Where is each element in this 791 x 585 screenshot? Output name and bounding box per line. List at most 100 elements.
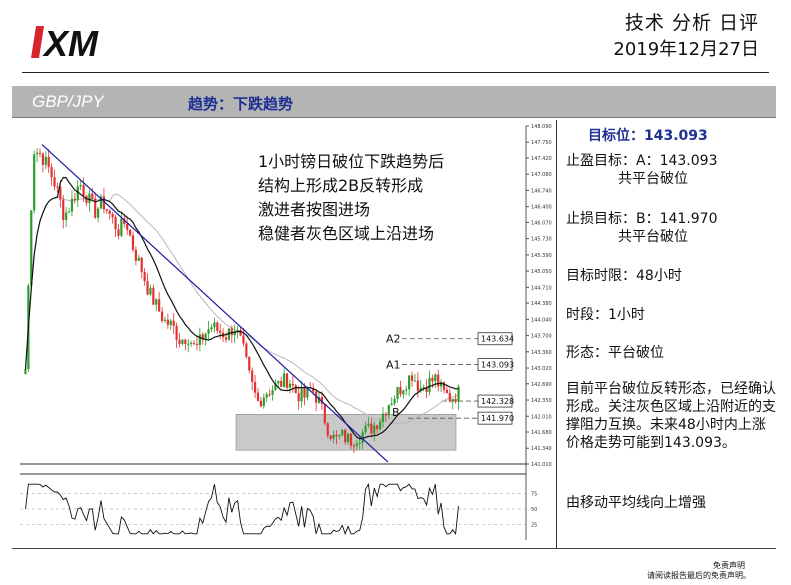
candle-body: [373, 425, 376, 434]
candle-body: [178, 339, 181, 344]
candle-body: [283, 373, 286, 387]
candle-body: [169, 320, 172, 325]
candle-body: [288, 383, 292, 388]
chart-annotation: 1小时镑日破位下跌趋势后 结构上形成2B反转形成 激进者按图进场 稳健者灰色区域…: [258, 150, 444, 246]
candle-body: [210, 327, 213, 330]
y-tick-label: 142.350: [531, 398, 552, 404]
level-tag: A2: [386, 333, 401, 346]
candle-body: [102, 196, 106, 210]
price-chart[interactable]: 148.090 147.750 147.420 147.080 146.740 146.4…: [12, 120, 557, 548]
candle-body: [131, 235, 135, 250]
annotation-line: 稳健者灰色区域上沿进场: [258, 224, 435, 243]
y-tick-label: 145.050: [531, 269, 552, 275]
candle-body: [192, 343, 196, 345]
candle-body: [396, 386, 399, 399]
level-box: [477, 394, 513, 408]
candle-body: [233, 331, 236, 336]
candle-body: [47, 156, 50, 168]
candle-body: [201, 334, 204, 340]
y-tick-label: 142.010: [531, 414, 552, 420]
y-tick-label: 141.680: [531, 430, 552, 436]
candle-body: [387, 405, 390, 416]
candle-body: [99, 196, 103, 209]
candle-body: [184, 339, 187, 344]
stop-loss: 止损目标：B：141.970 共平台破位: [566, 210, 718, 246]
y-tick-label: 147.420: [531, 156, 552, 162]
candle-body: [405, 389, 408, 391]
candle-body: [230, 328, 233, 336]
annotation-line: 1小时镑日破位下跌趋势后: [258, 152, 445, 171]
candle-body: [306, 387, 309, 398]
candle-body: [207, 329, 210, 334]
candle-body: [448, 392, 451, 401]
brand-text: XM: [42, 23, 99, 64]
candle-body: [111, 213, 114, 218]
candle-body: [410, 375, 414, 381]
candle-body: [44, 156, 47, 165]
panel-divider: [556, 120, 557, 548]
candle-body: [440, 382, 443, 387]
candle-body: [291, 383, 294, 386]
candle-body: [442, 382, 446, 390]
level-tag: A1: [386, 359, 401, 372]
candle-body: [256, 392, 260, 401]
oscillator-level-label: 75: [531, 492, 537, 498]
level-box: [477, 332, 513, 346]
candle-body: [187, 343, 190, 345]
candle-body: [248, 356, 251, 371]
candle-body: [227, 328, 231, 340]
candle-body: [65, 212, 68, 221]
take-profit-sub: 共平台破位: [618, 171, 688, 187]
candle-body: [216, 322, 219, 331]
candle-body: [251, 370, 254, 382]
candle-body: [425, 387, 428, 393]
candle-body: [70, 198, 74, 212]
candle-body: [376, 425, 379, 430]
ma-fast-line: [24, 176, 459, 440]
candle-body: [317, 396, 321, 403]
candle-body: [451, 398, 454, 401]
candle-body: [224, 337, 228, 340]
candle-body: [128, 229, 132, 236]
candle-body: [82, 185, 85, 196]
bottom-divider: [12, 548, 776, 549]
level-value: 143.634: [481, 335, 514, 344]
disclaimer-text: 请阅读报告最后的免责声明。: [647, 571, 751, 580]
candle-body: [166, 319, 169, 325]
candle-body: [33, 154, 36, 211]
candle-body: [79, 185, 82, 187]
y-tick-label: 146.070: [531, 220, 552, 226]
trend-label: 趋势：下跌趋势: [188, 95, 294, 113]
candle-body: [408, 375, 411, 390]
candle-body: [236, 329, 239, 332]
pair-band: GBP/JPY 趋势：下跌趋势: [12, 86, 776, 118]
y-tick-label: 144.040: [531, 317, 552, 323]
candle-body: [140, 257, 143, 273]
candle-body: [239, 329, 242, 336]
candle-body: [120, 218, 123, 236]
y-tick-label: 146.740: [531, 188, 552, 194]
candle-body: [341, 429, 344, 436]
candle-body: [262, 397, 265, 407]
y-tick-label: 147.080: [531, 172, 552, 178]
candle-body: [393, 398, 396, 404]
candle-body: [367, 423, 370, 426]
candle-body: [312, 388, 315, 392]
candle-body: [59, 186, 62, 200]
candle-body: [56, 186, 59, 188]
candle-body: [158, 299, 161, 312]
candle-body: [364, 425, 367, 433]
y-tick-label: 143.700: [531, 334, 552, 340]
level-value: 142.328: [481, 397, 514, 406]
candle-body: [349, 433, 353, 446]
oscillator-level-label: 25: [531, 523, 537, 529]
candle-body: [265, 394, 268, 398]
annotation-line: 结构上形成2B反转形成: [258, 176, 424, 195]
candle-body: [181, 339, 184, 344]
candle-body: [434, 374, 437, 382]
annotation-line: 激进者按图进场: [258, 200, 371, 219]
stop-loss-label: 止损目标：B：141.970: [566, 211, 718, 227]
candle-body: [160, 311, 164, 321]
candle-body: [431, 377, 434, 382]
y-tick-label: 143.020: [531, 366, 552, 372]
